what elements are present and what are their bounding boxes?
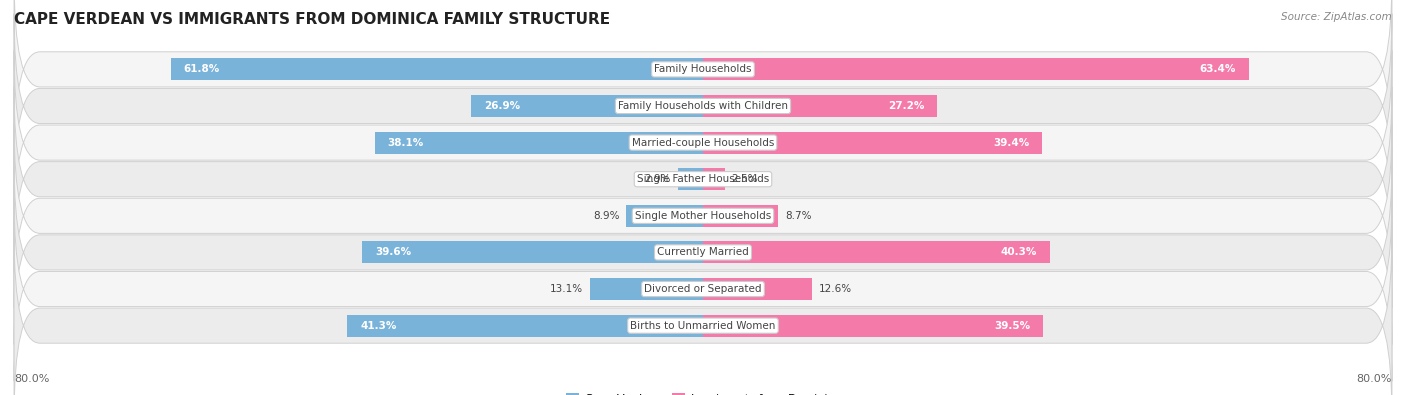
Text: 63.4%: 63.4%: [1199, 64, 1236, 74]
Text: 39.4%: 39.4%: [993, 137, 1029, 148]
Text: 26.9%: 26.9%: [484, 101, 520, 111]
Text: 13.1%: 13.1%: [550, 284, 583, 294]
Text: 2.9%: 2.9%: [644, 174, 671, 184]
Text: Births to Unmarried Women: Births to Unmarried Women: [630, 321, 776, 331]
Text: 41.3%: 41.3%: [360, 321, 396, 331]
Text: CAPE VERDEAN VS IMMIGRANTS FROM DOMINICA FAMILY STRUCTURE: CAPE VERDEAN VS IMMIGRANTS FROM DOMINICA…: [14, 12, 610, 27]
Bar: [703, 205, 778, 227]
Bar: [703, 278, 811, 300]
Bar: [591, 278, 703, 300]
FancyBboxPatch shape: [14, 160, 1392, 345]
FancyBboxPatch shape: [14, 233, 1392, 395]
Text: Single Mother Households: Single Mother Households: [636, 211, 770, 221]
Bar: [703, 168, 724, 190]
Text: 38.1%: 38.1%: [388, 137, 425, 148]
Text: 40.3%: 40.3%: [1001, 247, 1038, 258]
Bar: [703, 132, 1042, 154]
Bar: [703, 315, 1043, 337]
Text: Single Father Households: Single Father Households: [637, 174, 769, 184]
Text: 39.6%: 39.6%: [375, 247, 411, 258]
FancyBboxPatch shape: [14, 197, 1392, 381]
Text: 39.5%: 39.5%: [994, 321, 1031, 331]
Text: Currently Married: Currently Married: [657, 247, 749, 258]
Text: Family Households: Family Households: [654, 64, 752, 74]
Text: 27.2%: 27.2%: [889, 101, 924, 111]
Text: 80.0%: 80.0%: [14, 374, 49, 384]
Bar: [626, 205, 703, 227]
Text: Divorced or Separated: Divorced or Separated: [644, 284, 762, 294]
FancyBboxPatch shape: [14, 0, 1392, 162]
Text: Source: ZipAtlas.com: Source: ZipAtlas.com: [1281, 12, 1392, 22]
Text: 8.9%: 8.9%: [593, 211, 620, 221]
Bar: [471, 95, 703, 117]
FancyBboxPatch shape: [14, 14, 1392, 198]
Bar: [703, 95, 938, 117]
Text: Married-couple Households: Married-couple Households: [631, 137, 775, 148]
Text: 12.6%: 12.6%: [818, 284, 852, 294]
Bar: [678, 168, 703, 190]
Text: 80.0%: 80.0%: [1357, 374, 1392, 384]
Legend: Cape Verdean, Immigrants from Dominica: Cape Verdean, Immigrants from Dominica: [561, 389, 845, 395]
Bar: [347, 315, 703, 337]
Text: Family Households with Children: Family Households with Children: [619, 101, 787, 111]
Bar: [703, 241, 1050, 263]
Text: 2.5%: 2.5%: [731, 174, 758, 184]
Bar: [170, 58, 703, 80]
Text: 61.8%: 61.8%: [184, 64, 219, 74]
Bar: [361, 241, 703, 263]
FancyBboxPatch shape: [14, 87, 1392, 271]
FancyBboxPatch shape: [14, 50, 1392, 235]
Text: 8.7%: 8.7%: [785, 211, 811, 221]
Bar: [703, 58, 1249, 80]
FancyBboxPatch shape: [14, 124, 1392, 308]
Bar: [375, 132, 703, 154]
